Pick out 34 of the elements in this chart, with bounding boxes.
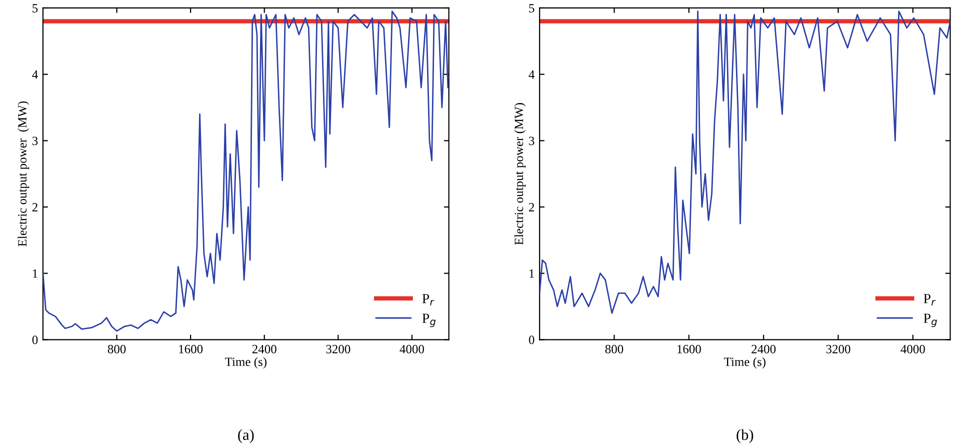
y-tick-label: 1 xyxy=(530,269,534,278)
x-axis-title: Time (s) xyxy=(225,357,266,369)
y-tick-label: 4 xyxy=(32,70,38,79)
y-tick-label: 5 xyxy=(32,4,38,12)
legend-label: P$_{g}$ xyxy=(924,314,937,328)
x-tick-label: 3200 xyxy=(326,344,350,354)
x-tick-label: 800 xyxy=(108,344,126,354)
y-tick-label: 0 xyxy=(32,336,38,344)
x-tick-label: 1600 xyxy=(179,344,203,354)
y-tick-label: 5 xyxy=(529,4,534,12)
x-tick-label: 2400 xyxy=(752,344,776,354)
y-tick-label: 3 xyxy=(32,136,38,146)
y-tick-label: 3 xyxy=(529,136,534,146)
y-tick-label: 4 xyxy=(528,70,535,79)
line-series xyxy=(540,10,950,314)
y-tick-label: 2 xyxy=(529,203,534,212)
legend-label: P$_{r}$ xyxy=(924,294,936,306)
y-axis-title: Electric output power (MW) xyxy=(18,101,30,246)
x-tick-label: 2400 xyxy=(252,344,276,354)
line-series xyxy=(42,10,449,332)
x-tick-label: 800 xyxy=(605,344,624,354)
legend-label: P$_{r}$ xyxy=(422,294,434,306)
x-axis-title: Time (s) xyxy=(724,357,766,369)
x-tick-label: 4000 xyxy=(400,344,424,354)
y-tick-label: 1 xyxy=(32,269,38,278)
x-tick-label: 3200 xyxy=(826,344,850,354)
x-tick-label: 4000 xyxy=(900,344,925,354)
text: (b) xyxy=(736,429,754,444)
y-tick-label: 0 xyxy=(528,336,534,344)
legend-label: P$_{g}$ xyxy=(422,314,436,328)
x-tick-label: 1600 xyxy=(678,344,701,354)
y-tick-label: 2 xyxy=(32,203,38,212)
text: (a) xyxy=(238,429,254,444)
y-axis-title: Electric output power (MW) xyxy=(514,103,526,245)
